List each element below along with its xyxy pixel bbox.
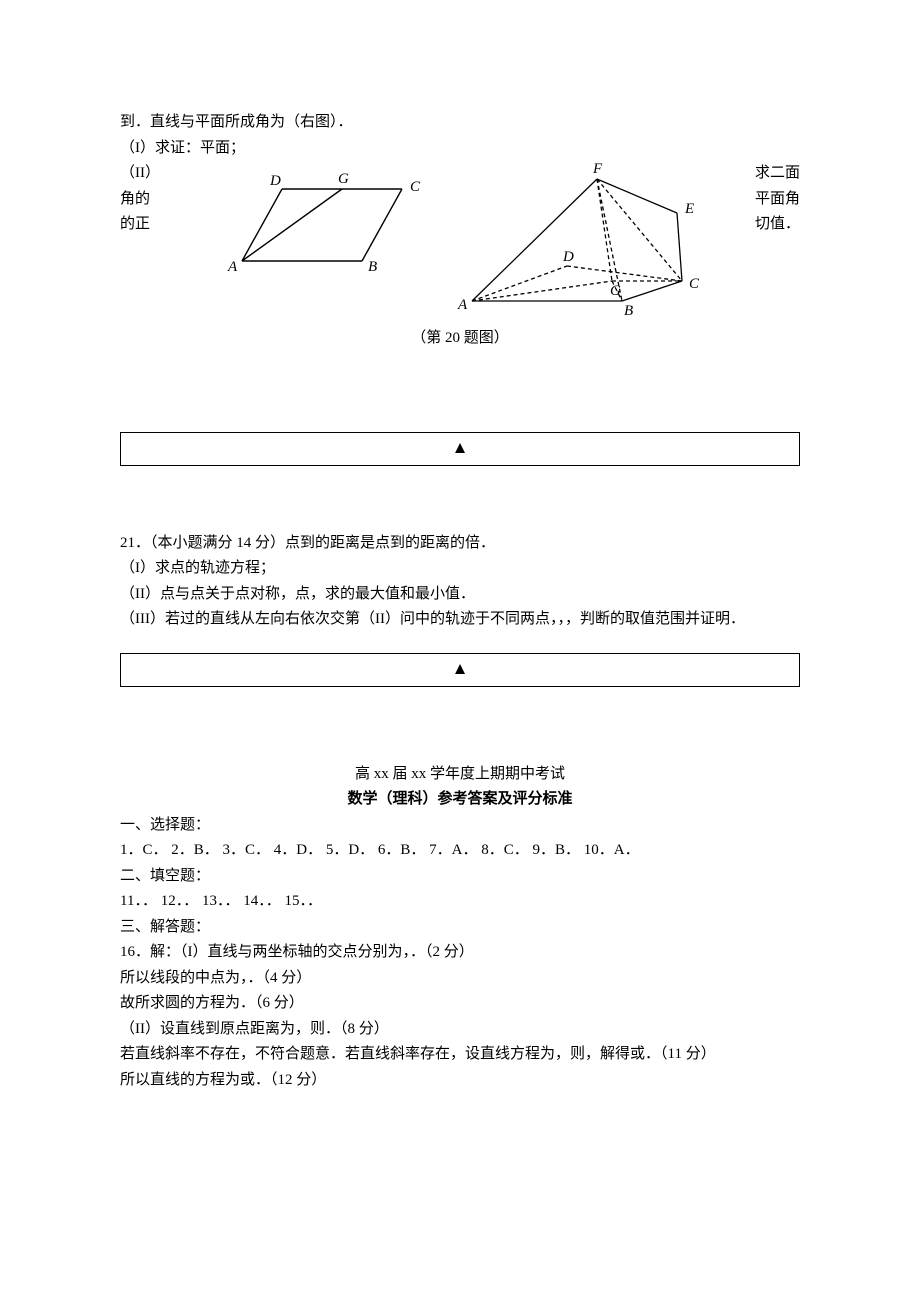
q21-p3: （III）若过的直线从左向右依次交第（II）问中的轨迹于不同两点，，，判断的取值… <box>120 607 800 633</box>
section-3-heading: 三、解答题： <box>120 915 800 941</box>
wrap-right-3: 切值． <box>755 212 800 238</box>
answer-placeholder-1: ▲ <box>120 432 800 466</box>
a16-line6: 所以直线的方程为或．（12 分） <box>120 1068 800 1094</box>
choice-answers: 1．C． 2．B． 3．C． 4．D． 5．D． 6．B． 7．A． 8．C． … <box>120 838 800 864</box>
section-1-heading: 一、选择题： <box>120 813 800 839</box>
svg-text:A: A <box>227 259 238 275</box>
a16-line4: （II）设直线到原点距离为，则．（8 分） <box>120 1017 800 1043</box>
answer-key-title-2: 数学（理科）参考答案及评分标准 <box>120 787 800 813</box>
svg-text:C: C <box>410 179 421 195</box>
svg-text:G: G <box>338 171 349 187</box>
svg-text:B: B <box>368 259 377 275</box>
svg-text:A: A <box>457 297 468 313</box>
svg-text:F: F <box>592 161 603 177</box>
svg-text:G: G <box>610 283 621 299</box>
problem-line-0: 到．直线与平面所成角为（右图）． <box>120 110 800 136</box>
a16-line3: 故所求圆的方程为．（6 分） <box>120 991 800 1017</box>
q21-p1: （I）求点的轨迹方程； <box>120 556 800 582</box>
wrap-left-1: （II） <box>120 161 160 187</box>
svg-text:D: D <box>269 173 281 189</box>
a16-line5: 若直线斜率不存在，不符合题意．若直线斜率存在，设直线方程为，则，解得或．（11 … <box>120 1042 800 1068</box>
wrap-right-2: 平面角 <box>755 187 800 213</box>
svg-text:B: B <box>624 303 633 319</box>
problem-part-2-wrap: （II） 角的 的正 ABCDG ABGDCEF 求二面 平面角 切值． <box>120 161 800 321</box>
problem-part-1: （I）求证：平面； <box>120 136 800 162</box>
svg-text:E: E <box>684 201 694 217</box>
a16-line2: 所以线段的中点为，．（4 分） <box>120 966 800 992</box>
svg-text:D: D <box>562 249 574 265</box>
figure-caption: （第 20 题图） <box>120 326 800 352</box>
svg-text:C: C <box>689 276 700 292</box>
answer-key-title-1: 高 xx 届 xx 学年度上期期中考试 <box>120 762 800 788</box>
q21-p2: （II）点与点关于点对称，点，求的最大值和最小值． <box>120 582 800 608</box>
section-2-heading: 二、填空题： <box>120 864 800 890</box>
figure-parallelogram: A B C D G <box>202 161 432 281</box>
wrap-right-1: 求二面 <box>755 161 800 187</box>
a16-line1: 16．解：（I）直线与两坐标轴的交点分别为，．（2 分） <box>120 940 800 966</box>
wrap-left-2: 角的 <box>120 187 160 213</box>
wrap-left-3: 的正 <box>120 212 160 238</box>
answer-placeholder-2: ▲ <box>120 653 800 687</box>
figure-solid-3d: A BG D C E F <box>452 161 712 321</box>
q21-header: 21．（本小题满分 14 分）点到的距离是点到的距离的倍． <box>120 531 800 557</box>
fill-answers: 11．． 12．． 13．． 14．． 15．． <box>120 889 800 915</box>
